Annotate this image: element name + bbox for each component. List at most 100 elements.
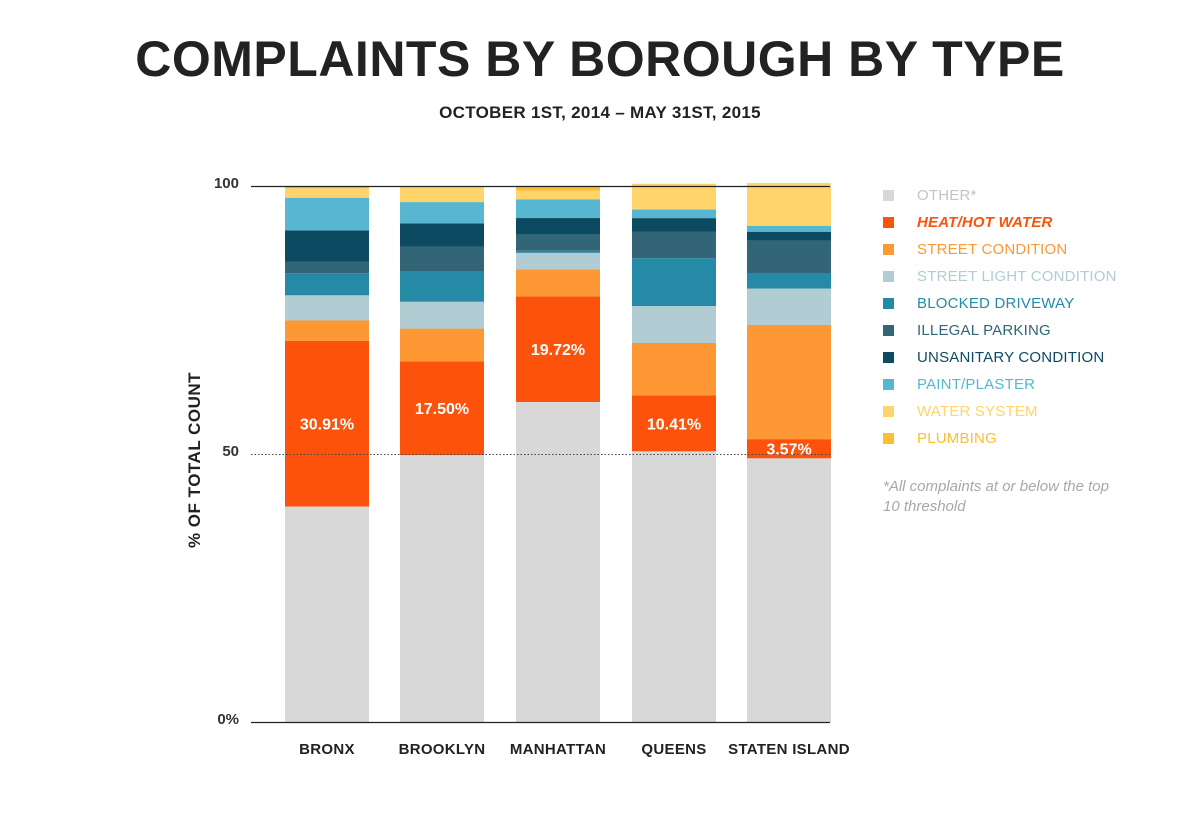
- segment-staten-island-water-system: [747, 182, 831, 226]
- x-tick-labels: BRONX BROOKLYN MANHATTAN QUEENS STATEN ISLAN…: [299, 741, 850, 758]
- legend-label: WATER SYSTEM: [917, 403, 1038, 420]
- legend-item-street-light-condition: STREET LIGHT CONDITION: [883, 263, 1117, 290]
- segment-staten-island-street-condition: [747, 324, 831, 440]
- legend-swatch: [883, 433, 894, 444]
- segment-staten-island-blocked-driveway: [747, 272, 831, 289]
- segment-queens-street-light-condition: [632, 306, 716, 343]
- bar-manhattan: [516, 185, 600, 722]
- legend-item-plumbing: PLUMBING: [883, 425, 1117, 452]
- data-labels: 30.91% 17.50% 19.72% 10.41% 3.57%: [300, 342, 812, 459]
- segment-manhattan-paint-plaster: [516, 199, 600, 219]
- legend-swatch: [883, 379, 894, 390]
- legend-swatch: [883, 352, 894, 363]
- x-tick-label-brooklyn: BROOKLYN: [399, 741, 486, 758]
- y-tick-labels: 0% 50 100: [214, 175, 239, 728]
- segment-brooklyn-other: [400, 455, 484, 722]
- segment-brooklyn-blocked-driveway: [400, 271, 484, 302]
- data-label-manhattan: 19.72%: [531, 342, 585, 359]
- segment-queens-other: [632, 451, 716, 722]
- segment-manhattan-unsanitary-condition: [516, 218, 600, 235]
- segment-bronx-heat-hot-water: [285, 340, 369, 507]
- legend-label: STREET CONDITION: [917, 241, 1068, 258]
- legend-item-blocked-driveway: BLOCKED DRIVEWAY: [883, 290, 1117, 317]
- legend-item-water-system: WATER SYSTEM: [883, 398, 1117, 425]
- legend-swatch: [883, 298, 894, 309]
- segment-brooklyn-illegal-parking: [400, 246, 484, 272]
- legend-item-paint-plaster: PAINT/PLASTER: [883, 371, 1117, 398]
- x-tick-label-bronx: BRONX: [299, 741, 355, 758]
- bar-segments: [285, 182, 831, 722]
- segment-staten-island-unsanitary-condition: [747, 231, 831, 241]
- segment-brooklyn-unsanitary-condition: [400, 223, 484, 247]
- bar-staten-island: [747, 182, 831, 722]
- segment-bronx-water-system: [285, 188, 369, 198]
- legend-label: HEAT/HOT WATER: [917, 214, 1053, 231]
- data-label-bronx: 30.91%: [300, 417, 354, 434]
- segment-manhattan-illegal-parking: [516, 234, 600, 251]
- bar-bronx: [285, 185, 369, 722]
- segment-manhattan-other: [516, 402, 600, 722]
- legend-label: PAINT/PLASTER: [917, 376, 1036, 393]
- gridlines: [251, 185, 830, 724]
- segment-manhattan-water-system: [516, 190, 600, 200]
- segment-brooklyn-street-condition: [400, 328, 484, 362]
- segment-queens-water-system: [632, 184, 716, 210]
- data-label-queens: 10.41%: [647, 416, 701, 433]
- legend-item-other: OTHER*: [883, 182, 1117, 209]
- segment-staten-island-street-light-condition: [747, 288, 831, 325]
- y-tick-label-0: 0%: [217, 711, 239, 728]
- segment-brooklyn-heat-hot-water: [400, 361, 484, 456]
- segment-bronx-illegal-parking: [285, 261, 369, 274]
- legend-label: OTHER*: [917, 187, 977, 204]
- chart-title: COMPLAINTS BY BOROUGH BY TYPE: [135, 31, 1065, 87]
- legend-swatch: [883, 325, 894, 336]
- legend-item-heat-hot-water: HEAT/HOT WATER: [883, 209, 1117, 236]
- legend-label: BLOCKED DRIVEWAY: [917, 295, 1075, 312]
- segment-queens-street-condition: [632, 342, 716, 396]
- segment-bronx-unsanitary-condition: [285, 230, 369, 262]
- segment-queens-illegal-parking: [632, 231, 716, 259]
- legend-label: ILLEGAL PARKING: [917, 322, 1051, 339]
- legend-label: UNSANITARY CONDITION: [917, 349, 1105, 366]
- bar-queens: [632, 183, 716, 722]
- segment-manhattan-street-condition: [516, 269, 600, 297]
- segment-queens-blocked-driveway: [632, 258, 716, 307]
- legend-swatch: [883, 271, 894, 282]
- legend-swatch: [883, 190, 894, 201]
- x-tick-label-staten-island: STATEN ISLAND: [728, 741, 850, 758]
- legend-item-street-condition: STREET CONDITION: [883, 236, 1117, 263]
- segment-queens-unsanitary-condition: [632, 218, 716, 232]
- legend-label: STREET LIGHT CONDITION: [917, 268, 1117, 285]
- segment-manhattan-street-light-condition: [516, 252, 600, 270]
- footnote: *All complaints at or below the top 10 t…: [883, 478, 1109, 515]
- segment-brooklyn-water-system: [400, 187, 484, 203]
- legend-item-unsanitary-condition: UNSANITARY CONDITION: [883, 344, 1117, 371]
- segment-queens-plumbing: [632, 183, 716, 185]
- segment-queens-paint-plaster: [632, 209, 716, 219]
- x-tick-label-manhattan: MANHATTAN: [510, 741, 606, 758]
- legend-swatch: [883, 244, 894, 255]
- segment-staten-island-illegal-parking: [747, 240, 831, 273]
- segment-staten-island-other: [747, 458, 831, 722]
- legend: OTHER* HEAT/HOT WATER STREET CONDITION STRE…: [883, 182, 1117, 452]
- segment-queens-heat-hot-water: [632, 395, 716, 452]
- legend-swatch: [883, 217, 894, 228]
- segment-staten-island-paint-plaster: [747, 225, 831, 232]
- y-axis-label: % OF TOTAL COUNT: [185, 372, 204, 548]
- legend-label: PLUMBING: [917, 430, 997, 447]
- segment-bronx-street-condition: [285, 320, 369, 341]
- segment-bronx-street-light-condition: [285, 295, 369, 321]
- segment-manhattan-heat-hot-water: [516, 296, 600, 403]
- segment-bronx-paint-plaster: [285, 197, 369, 231]
- bar-brooklyn: [400, 186, 484, 722]
- chart-subtitle: OCTOBER 1ST, 2014 – MAY 31ST, 2015: [439, 103, 761, 122]
- y-tick-label-50: 50: [222, 443, 239, 460]
- segment-manhattan-blocked-driveway: [516, 250, 600, 253]
- data-label-staten-island: 3.57%: [766, 442, 811, 459]
- segment-bronx-blocked-driveway: [285, 273, 369, 296]
- legend-swatch: [883, 406, 894, 417]
- segment-brooklyn-street-light-condition: [400, 301, 484, 329]
- segment-manhattan-plumbing: [516, 185, 600, 191]
- x-tick-label-queens: QUEENS: [641, 741, 706, 758]
